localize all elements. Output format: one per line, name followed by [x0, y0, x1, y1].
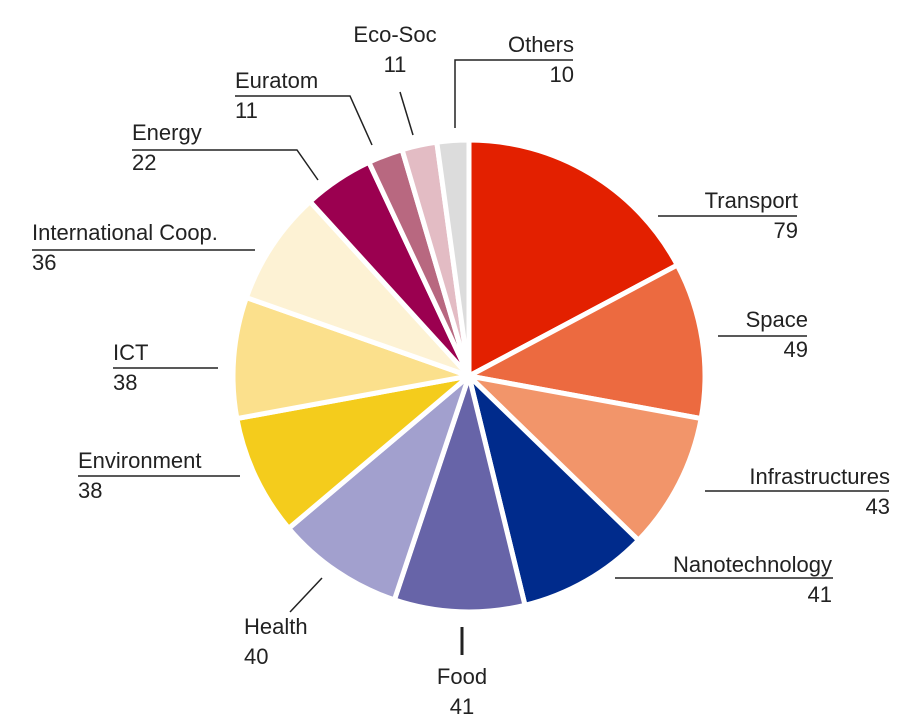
label-eco-soc: Eco-Soc 11 — [353, 22, 437, 77]
label-energy: Energy 22 — [132, 120, 202, 175]
label-international-coop: International Coop. 36 — [32, 220, 218, 275]
leader-line-others — [454, 59, 573, 128]
pie-slice-transport — [466, 137, 680, 379]
pie-slice-health — [286, 373, 472, 603]
pie-slice-others — [434, 137, 472, 379]
label-euratom: Euratom 11 — [235, 68, 319, 123]
leader-line-energy — [132, 149, 319, 181]
leader-lines — [32, 59, 889, 655]
pie-slice-ict — [230, 295, 472, 422]
leader-line-euratom — [235, 95, 373, 146]
label-others: Others 10 — [507, 32, 574, 87]
pie-slice-environment — [234, 373, 472, 531]
label-ict: ICT 38 — [113, 340, 149, 395]
pie-slice-international-coop — [243, 199, 472, 379]
leader-line-eco-soc — [399, 91, 414, 136]
label-food: Food 41 — [436, 664, 488, 719]
pie-slice-space — [466, 262, 708, 422]
pie-slices — [230, 137, 708, 615]
label-infrastructures: Infrastructures 43 — [749, 464, 890, 519]
label-nanotechnology: Nanotechnology 41 — [672, 552, 832, 607]
pie-slice-infrastructures — [466, 373, 704, 543]
pie-slice-food — [391, 373, 528, 615]
leader-line-health — [289, 577, 323, 613]
label-transport: Transport 79 — [704, 188, 798, 243]
label-environment: Environment 38 — [78, 448, 202, 503]
label-space: Space 49 — [745, 307, 808, 362]
label-health: Health 40 — [244, 614, 308, 669]
